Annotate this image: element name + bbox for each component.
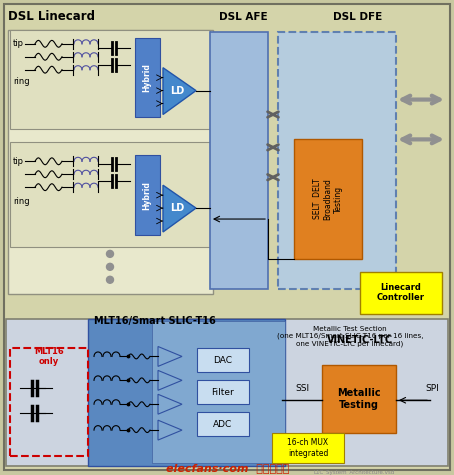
Circle shape [107, 276, 114, 283]
Text: DSL DFE: DSL DFE [333, 12, 383, 22]
Text: SELT  DELT
Broadband
Testing: SELT DELT Broadband Testing [313, 178, 343, 220]
Bar [197, 349, 249, 372]
Bar [360, 272, 442, 314]
Bar [197, 412, 249, 436]
Circle shape [107, 263, 114, 270]
Text: DSL Linecard: DSL Linecard [8, 10, 95, 23]
Text: VINETIC-LTC: VINETIC-LTC [327, 335, 393, 345]
Bar [322, 365, 396, 433]
Text: SPI: SPI [425, 384, 439, 393]
Text: ADC: ADC [213, 419, 232, 428]
Bar [10, 30, 210, 129]
Bar [272, 433, 344, 463]
Text: SSI: SSI [295, 384, 309, 393]
Bar [135, 155, 160, 235]
Polygon shape [163, 185, 196, 232]
Polygon shape [158, 394, 182, 414]
Polygon shape [158, 420, 182, 440]
Polygon shape [158, 370, 182, 390]
Bar [88, 319, 285, 466]
Bar [210, 32, 268, 289]
Polygon shape [158, 346, 182, 366]
Text: tip: tip [13, 39, 24, 48]
Text: MLT16/Smart SLIC-T16: MLT16/Smart SLIC-T16 [94, 315, 216, 325]
Text: ring: ring [13, 197, 30, 206]
Text: elecfans·com  电子发烧友: elecfans·com 电子发烧友 [166, 463, 290, 473]
Bar [152, 321, 285, 463]
Text: Linecard
Controller: Linecard Controller [377, 283, 425, 303]
Text: MLT16
only: MLT16 only [34, 347, 64, 366]
Text: Metallic
Testing: Metallic Testing [337, 389, 381, 410]
Bar [278, 32, 396, 289]
Text: L1C_System_Architecture.vsd: L1C_System_Architecture.vsd [314, 469, 395, 475]
Text: Metallic Test Section
(one MLT16/Smart SLIC-T16 per 16 lines,
one VINETIC-LTC pe: Metallic Test Section (one MLT16/Smart S… [277, 325, 423, 347]
Bar [294, 139, 362, 259]
Text: tip: tip [13, 157, 24, 166]
Bar [10, 349, 88, 456]
Bar [8, 30, 213, 294]
Bar [10, 142, 210, 247]
Text: Hybrid: Hybrid [143, 63, 152, 92]
Text: LD: LD [170, 86, 184, 95]
Text: 16-ch MUX
integrated: 16-ch MUX integrated [287, 438, 329, 458]
Text: DSL AFE: DSL AFE [219, 12, 267, 22]
Bar [6, 319, 448, 466]
Polygon shape [163, 68, 196, 114]
Text: ring: ring [13, 77, 30, 86]
Bar [135, 38, 160, 117]
Text: Filter: Filter [212, 388, 234, 397]
Text: Hybrid: Hybrid [143, 180, 152, 209]
Circle shape [107, 250, 114, 257]
Text: LD: LD [170, 203, 184, 213]
Text: DAC: DAC [213, 356, 232, 365]
Bar [197, 380, 249, 404]
